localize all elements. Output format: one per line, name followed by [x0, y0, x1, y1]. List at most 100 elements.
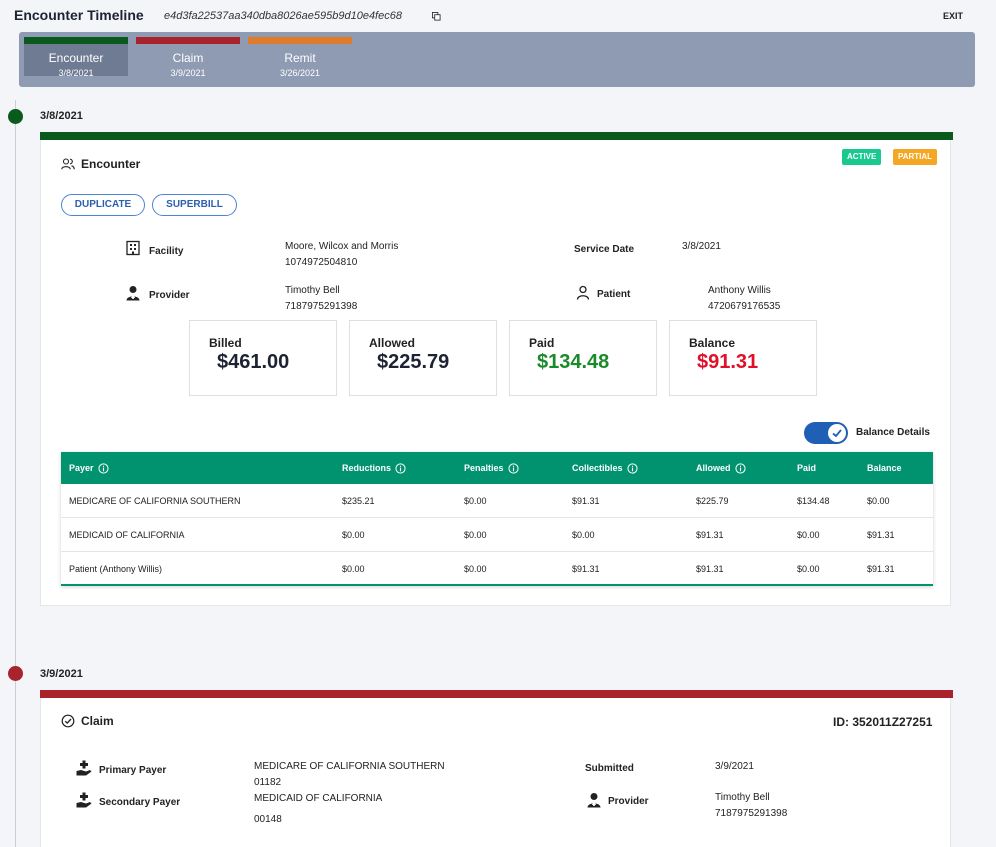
step-encounter-label: Encounter — [48, 51, 104, 65]
allowed-value: $225.79 — [377, 351, 450, 373]
cell-balance: $91.31 — [867, 564, 895, 574]
balance-details-toggle[interactable] — [804, 422, 848, 444]
exit-button[interactable]: EXIT — [943, 11, 964, 21]
hand-medical-icon — [76, 792, 92, 808]
provider-name: Timothy Bell — [285, 285, 340, 296]
th-reductions-text: Reductions — [342, 463, 392, 473]
page-title: Encounter Timeline — [14, 7, 144, 23]
cell-reductions: $0.00 — [342, 530, 365, 540]
th-collectibles-text: Collectibles — [572, 463, 623, 473]
encounter-card: Encounter ACTIVE PARTIAL DUPLICATE SUPER… — [40, 132, 953, 606]
toggle-knob — [828, 424, 846, 442]
balance-details-label: Balance Details — [856, 427, 930, 438]
cell-penalties: $0.00 — [464, 530, 487, 540]
step-encounter[interactable]: Encounter 3/8/2021 — [24, 37, 128, 78]
table-row: Patient (Anthony Willis) $0.00 $0.00 $91… — [61, 552, 933, 586]
th-balance: Balance — [867, 452, 902, 484]
submitted-label: Submitted — [585, 763, 634, 774]
patient-name: Anthony Willis — [708, 285, 771, 296]
step-claim-date: 3/9/2021 — [170, 68, 206, 78]
encounter-card-title: Encounter — [61, 157, 140, 171]
encounter-hash: e4d3fa22537aa340dba8026ae595b9d10e4fec68 — [164, 10, 402, 22]
paid-label: Paid — [529, 336, 555, 350]
facility-label: Facility — [149, 246, 184, 257]
step-remit-label: Remit — [284, 51, 316, 65]
balance-label: Balance — [689, 336, 736, 350]
users-icon — [61, 158, 75, 170]
claim-card: Claim ID: 352011Z27251 Primary Payer MED… — [40, 690, 953, 847]
claim-id: ID: 352011Z27251 — [833, 715, 933, 729]
encounter-section-date: 3/8/2021 — [40, 110, 83, 122]
check-circle-icon — [61, 714, 75, 728]
table-row: MEDICARE OF CALIFORNIA SOUTHERN $235.21 … — [61, 484, 933, 518]
timeline-line — [15, 100, 16, 847]
partial-badge: PARTIAL — [893, 149, 938, 165]
user-icon — [576, 285, 590, 300]
cell-collectibles: $0.00 — [572, 530, 595, 540]
th-allowed: Allowed — [696, 452, 746, 484]
claim-section-date: 3/9/2021 — [40, 668, 83, 680]
cell-penalties: $0.00 — [464, 496, 487, 506]
patient-label: Patient — [597, 289, 631, 300]
cell-balance: $0.00 — [867, 496, 890, 506]
doctor-icon — [126, 286, 140, 301]
superbill-button[interactable]: SUPERBILL — [152, 194, 237, 216]
building-icon — [126, 240, 140, 256]
doctor-icon — [587, 793, 601, 808]
service-date-value: 3/8/2021 — [682, 241, 721, 252]
cell-reductions: $235.21 — [342, 496, 375, 506]
timeline-dot-claim — [8, 666, 23, 681]
duplicate-button[interactable]: DUPLICATE — [61, 194, 145, 216]
claim-card-title: Claim — [61, 714, 114, 728]
encounter-title-text: Encounter — [81, 157, 141, 171]
cell-balance: $91.31 — [867, 530, 895, 540]
cell-payer: MEDICAID OF CALIFORNIA — [69, 530, 185, 540]
th-balance-text: Balance — [867, 463, 902, 473]
billed-value: $461.00 — [217, 351, 290, 373]
provider-id: 7187975291398 — [285, 301, 358, 312]
patient-id: 4720679176535 — [708, 301, 781, 312]
check-icon — [832, 429, 842, 438]
info-icon[interactable] — [395, 462, 406, 474]
info-icon[interactable] — [734, 462, 746, 474]
billed-label: Billed — [209, 336, 242, 350]
claim-card-topbar — [40, 690, 953, 698]
info-icon[interactable] — [507, 462, 519, 474]
active-badge: ACTIVE — [842, 149, 882, 165]
step-claim-label: Claim — [172, 51, 204, 65]
cell-allowed: $91.31 — [696, 564, 724, 574]
primary-payer-id: 01182 — [254, 777, 282, 788]
allowed-box: Allowed $225.79 — [349, 320, 497, 396]
cell-payer: MEDICARE OF CALIFORNIA SOUTHERN — [69, 496, 241, 506]
secondary-payer-label: Secondary Payer — [99, 797, 181, 808]
cell-collectibles: $91.31 — [572, 564, 600, 574]
cell-allowed: $225.79 — [696, 496, 729, 506]
info-icon[interactable] — [626, 462, 638, 474]
balance-value: $91.31 — [697, 351, 759, 373]
secondary-payer-name: MEDICAID OF CALIFORNIA — [254, 793, 383, 804]
paid-box: Paid $134.48 — [509, 320, 657, 396]
step-claim-color-bar — [136, 37, 240, 44]
step-remit-color-bar — [248, 37, 352, 44]
cell-allowed: $91.31 — [696, 530, 724, 540]
table-header: Payer Reductions Penalties Collectibles … — [61, 452, 933, 484]
copy-icon[interactable] — [432, 12, 441, 21]
th-reductions: Reductions — [342, 452, 406, 484]
timeline-step-bar: Encounter 3/8/2021 Claim 3/9/2021 Remit … — [19, 32, 975, 87]
info-icon[interactable] — [97, 462, 109, 474]
paid-value: $134.48 — [537, 351, 610, 373]
cell-paid: $0.00 — [797, 530, 820, 540]
cell-reductions: $0.00 — [342, 564, 365, 574]
step-remit[interactable]: Remit 3/26/2021 — [248, 37, 352, 78]
table-row: MEDICAID OF CALIFORNIA $0.00 $0.00 $0.00… — [61, 518, 933, 552]
claim-provider-label: Provider — [608, 796, 649, 807]
th-penalties: Penalties — [464, 452, 519, 484]
th-collectibles: Collectibles — [572, 452, 638, 484]
step-claim[interactable]: Claim 3/9/2021 — [136, 37, 240, 78]
primary-payer-label: Primary Payer — [99, 765, 167, 776]
service-date-label: Service Date — [574, 244, 635, 255]
balance-box: Balance $91.31 — [669, 320, 817, 396]
th-allowed-text: Allowed — [696, 463, 731, 473]
timeline-dot-encounter — [8, 109, 23, 124]
cell-paid: $0.00 — [797, 564, 820, 574]
